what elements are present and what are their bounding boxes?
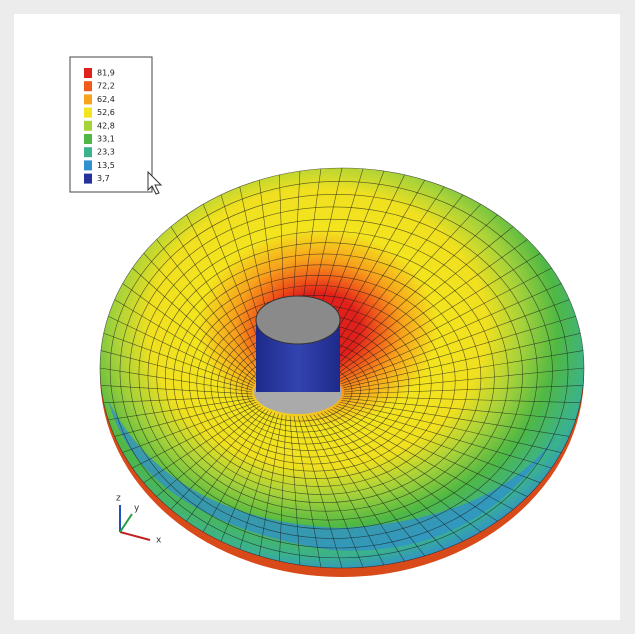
mesh-spoke [317, 413, 445, 550]
mesh-spoke [313, 414, 426, 557]
mesh-spoke [335, 253, 541, 379]
mesh-spoke [301, 415, 364, 568]
mesh-spoke [186, 410, 269, 522]
mesh-spoke [239, 413, 279, 550]
mesh-spoke [108, 397, 254, 421]
mesh-spoke [143, 405, 261, 483]
legend-swatch [84, 107, 92, 118]
mesh-spoke [342, 397, 576, 421]
axis-y-label: y [134, 504, 140, 514]
disc [100, 168, 584, 568]
mesh-spoke [327, 214, 498, 374]
mesh-spoke [330, 408, 514, 510]
legend-label: 52,6 [97, 108, 115, 117]
legend-swatch [84, 160, 92, 171]
mesh-spoke [99, 367, 253, 393]
legend-label: 33,1 [97, 135, 115, 144]
mesh-spoke [103, 395, 253, 404]
mesh-spoke [297, 415, 343, 569]
mesh-spoke [305, 415, 385, 566]
mesh-spoke [220, 412, 276, 542]
mesh-spoke [309, 415, 405, 562]
mesh-spoke [343, 385, 584, 395]
legend-label: 23,3 [97, 148, 115, 157]
mesh-spoke [108, 315, 254, 387]
mesh-spoke [170, 408, 266, 510]
mesh-spoke [330, 226, 514, 376]
mesh-spoke [100, 385, 253, 395]
legend-swatch [84, 81, 92, 92]
mesh-spoke [339, 401, 562, 453]
mesh-spoke [170, 226, 266, 376]
mesh [99, 167, 585, 569]
legend-label: 81,9 [97, 69, 115, 78]
mesh-spoke [132, 267, 259, 381]
legend-swatch [84, 147, 92, 158]
mesh-spoke [324, 203, 482, 373]
legend-swatch [84, 134, 92, 144]
mesh-spoke [324, 411, 481, 533]
mesh-spoke [114, 399, 255, 437]
mesh-spoke [279, 415, 287, 562]
mesh-spoke [156, 407, 263, 497]
mesh-spoke [202, 411, 272, 532]
mesh-spoke [320, 412, 464, 542]
mesh-spoke [114, 299, 255, 385]
legend-swatch [84, 173, 92, 184]
mesh-spoke [186, 214, 269, 374]
mesh-spoke [343, 332, 581, 389]
mesh-spoke [333, 407, 528, 497]
mesh-spoke [143, 253, 261, 379]
mesh-spoke [103, 332, 253, 389]
legend-label: 62,4 [97, 95, 115, 104]
mesh-spoke [156, 239, 263, 377]
mesh-spoke [122, 401, 257, 453]
y-axis-arrow [119, 513, 133, 533]
legend-label: 42,8 [97, 121, 115, 130]
mesh-spoke [335, 405, 541, 483]
mesh-spoke [100, 350, 253, 391]
cylinder-top [255, 295, 341, 345]
x-axis-arrow [119, 531, 151, 541]
mesh-spoke [132, 403, 259, 469]
mesh-spoke [320, 194, 464, 372]
mesh-spoke [327, 410, 498, 522]
legend-label: 72,2 [97, 82, 115, 91]
mesh-spoke [343, 350, 584, 391]
mesh-spoke [339, 283, 562, 383]
legend-swatch [84, 94, 92, 105]
mesh-spoke [343, 367, 585, 393]
mesh-spoke [122, 283, 257, 383]
mesh-spoke [258, 414, 283, 556]
axis-x-label: x [156, 536, 162, 546]
legend: 81,9 72,2 62,4 52,6 42,8 33,1 23,3 13,5 3,7 [84, 68, 115, 184]
legend-label: 3,7 [97, 174, 110, 183]
legend-swatch [84, 68, 92, 78]
mesh-spoke [337, 267, 552, 381]
mesh-spoke [341, 399, 570, 437]
axis-z-label: z [116, 494, 121, 504]
legend-swatch [84, 120, 92, 131]
mesh-spoke [341, 299, 570, 385]
cursor [147, 170, 163, 195]
mesh-spoke [289, 415, 301, 565]
mesh-spoke [333, 239, 528, 377]
mesh-spoke [343, 395, 581, 404]
legend-label: 13,5 [97, 161, 115, 170]
low-band [108, 400, 560, 551]
mesh-spoke [342, 315, 576, 387]
legend-box [69, 56, 153, 193]
mesh-spoke [293, 415, 322, 568]
mesh-spoke [337, 403, 552, 469]
